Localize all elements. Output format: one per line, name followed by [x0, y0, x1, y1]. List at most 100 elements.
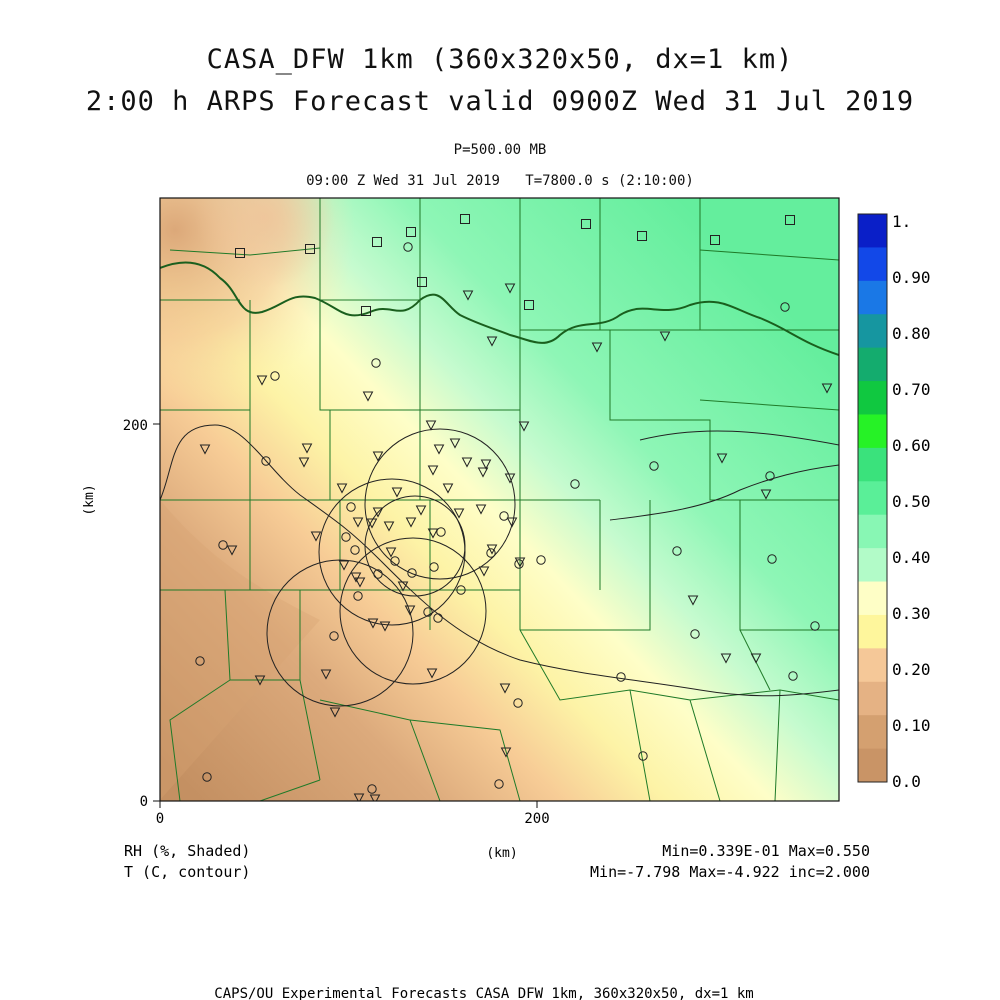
pressure-level: P=500.00 MB — [453, 142, 547, 158]
colorbar-swatch — [858, 648, 887, 683]
legend-contour: T (C, contour) — [124, 863, 250, 881]
station-triangle-icon — [226, 545, 238, 556]
station-square-icon — [406, 227, 416, 237]
station-circle-icon — [353, 591, 363, 601]
x-tick-200: 200 — [524, 811, 549, 827]
station-circle-icon — [423, 607, 433, 617]
station-triangle-icon — [383, 521, 395, 532]
station-circle-icon — [436, 527, 446, 537]
station-triangle-icon — [366, 518, 378, 529]
station-triangle-icon — [301, 443, 313, 454]
station-square-icon — [581, 219, 591, 229]
station-triangle-icon — [591, 342, 603, 353]
station-circle-icon — [373, 569, 383, 579]
station-triangle-icon — [499, 683, 511, 694]
station-circle-icon — [514, 559, 524, 569]
colorbar-swatch — [858, 715, 887, 750]
station-triangle-icon — [353, 793, 365, 801]
station-circle-icon — [433, 613, 443, 623]
shaded-stats: Min=0.339E-01 Max=0.550 — [662, 842, 870, 860]
station-triangle-icon — [354, 577, 366, 588]
x-tick-0: 0 — [156, 811, 164, 827]
colorbar-label: 0.70 — [892, 380, 931, 399]
station-triangle-icon — [199, 444, 211, 455]
station-circle-icon — [367, 784, 377, 794]
colorbar-label: 0.90 — [892, 268, 931, 287]
colorbar-swatch — [858, 514, 887, 549]
colorbar-label: 0.60 — [892, 436, 931, 455]
station-circle-icon — [371, 358, 381, 368]
station-triangle-icon — [320, 669, 332, 680]
station-triangle-icon — [298, 457, 310, 468]
station-triangle-icon — [442, 483, 454, 494]
station-circle-icon — [270, 371, 280, 381]
station-circle-icon — [765, 471, 775, 481]
station-square-icon — [785, 215, 795, 225]
colorbar: 1. 0.90 0.80 0.70 0.60 0.50 0.40 0.30 0.20 0.10 0.… — [857, 212, 931, 791]
station-triangle-icon — [329, 707, 341, 718]
station-square-icon — [305, 244, 315, 254]
colorbar-label: 0.20 — [892, 660, 931, 679]
station-triangle-icon — [821, 383, 833, 394]
station-triangle-icon — [475, 504, 487, 515]
colorbar-label: 0.10 — [892, 716, 931, 735]
station-circle-icon — [649, 461, 659, 471]
station-circle-icon — [486, 548, 496, 558]
colorbar-swatch — [858, 247, 887, 282]
colorbar-swatch — [858, 581, 887, 616]
county-boundaries — [160, 198, 839, 801]
station-triangle-icon — [478, 566, 490, 577]
y-tick-200: 200 — [123, 418, 148, 434]
colorbar-label: 0.30 — [892, 604, 931, 623]
colorbar-swatch — [858, 381, 887, 415]
station-square-icon — [235, 248, 245, 258]
station-triangle-icon — [500, 747, 512, 758]
station-triangle-icon — [404, 605, 416, 616]
colorbar-frame — [857, 213, 888, 783]
station-circle-icon — [499, 511, 509, 521]
station-circle-icon — [536, 555, 546, 565]
station-circle-icon — [350, 545, 360, 555]
title-line-1: CASA_DFW 1km (360x320x50, dx=1 km) — [206, 44, 794, 75]
station-circle-icon — [494, 779, 504, 789]
footer-credit: CAPS/OU Experimental Forecasts CASA DFW … — [214, 986, 753, 1000]
colorbar-label: 1. — [892, 212, 911, 231]
station-triangle-icon — [391, 487, 403, 498]
station-triangle-icon — [687, 595, 699, 606]
y-axis-unit: (km) — [82, 484, 97, 515]
station-triangle-icon — [427, 465, 439, 476]
station-triangle-icon — [254, 675, 266, 686]
plot-frame — [159, 197, 840, 802]
station-triangle-icon — [256, 375, 268, 386]
station-square-icon — [460, 214, 470, 224]
colorbar-label: 0.40 — [892, 548, 931, 567]
station-square-icon — [417, 277, 427, 287]
station-circle-icon — [767, 554, 777, 564]
colorbar-swatch — [858, 314, 887, 349]
station-circle-icon — [616, 672, 626, 682]
station-triangle-icon — [379, 621, 391, 632]
axis-ticks — [153, 423, 538, 808]
station-circle-icon — [261, 456, 271, 466]
station-triangle-icon — [720, 653, 732, 664]
station-triangle-icon — [350, 572, 362, 583]
station-triangle-icon — [760, 489, 772, 500]
station-triangle-icon — [425, 420, 437, 431]
station-circle-icon — [407, 568, 417, 578]
station-square-icon — [524, 300, 534, 310]
station-circle-icon — [780, 302, 790, 312]
colorbar-swatch — [858, 481, 887, 516]
colorbar-label: 0.50 — [892, 492, 931, 511]
station-circle-icon — [690, 629, 700, 639]
station-triangle-icon — [750, 653, 762, 664]
station-triangle-icon — [514, 557, 526, 568]
colorbar-swatch — [858, 414, 887, 449]
colorbar-label: 0.0 — [892, 772, 921, 791]
station-triangle-icon — [336, 483, 348, 494]
station-circle-icon — [570, 479, 580, 489]
station-triangle-icon — [486, 336, 498, 347]
station-circle-icon — [390, 556, 400, 566]
station-triangle-icon — [310, 531, 322, 542]
station-circle-icon — [788, 671, 798, 681]
station-circle-icon — [329, 631, 339, 641]
